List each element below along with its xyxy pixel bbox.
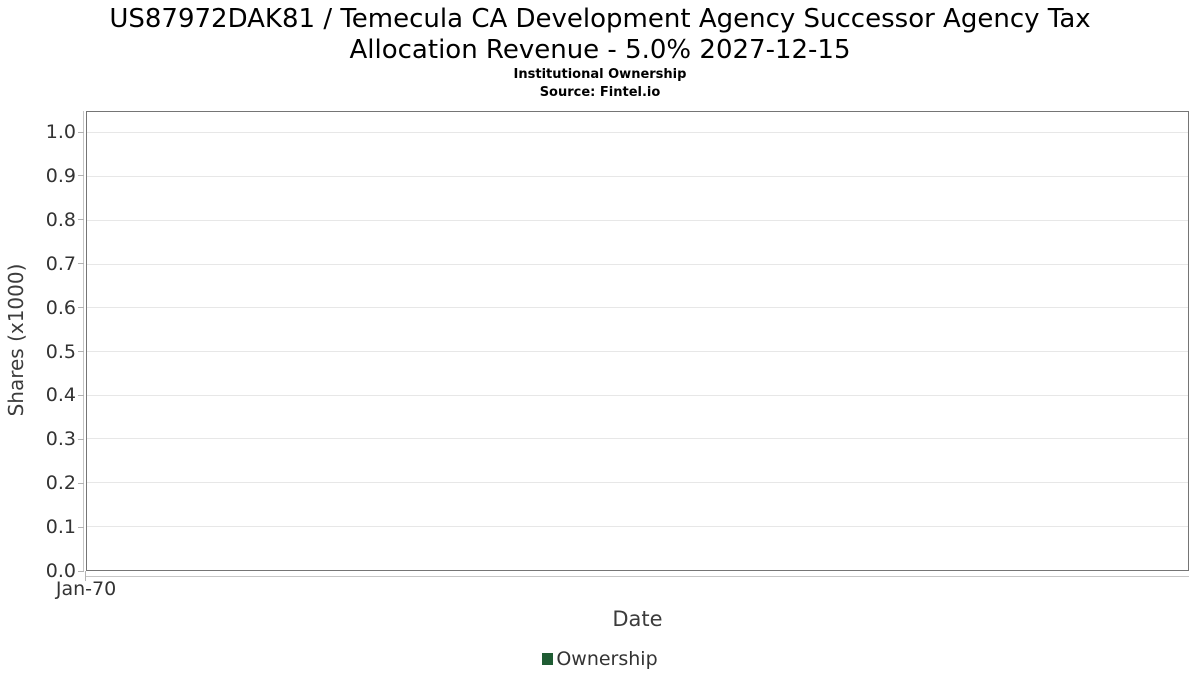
legend-item-ownership[interactable]: Ownership (542, 648, 658, 670)
y-gridline (87, 438, 1188, 440)
y-axis: 0.0 0.1 0.2 0.3 0.4 0.5 0.6 0.7 0.8 0.9 1.0 (0, 111, 86, 582)
y-tick-label: 0.1 (45, 516, 76, 539)
x-axis-line (86, 576, 1189, 577)
y-gridline (87, 482, 1188, 484)
y-gridline (87, 307, 1188, 309)
y-tick-mark (78, 263, 84, 265)
y-gridline (87, 263, 1188, 265)
y-gridline (87, 394, 1188, 396)
y-tick-label: 0.7 (45, 252, 76, 275)
y-axis-title: Shares (x1000) (4, 263, 28, 417)
y-tick-mark (78, 570, 84, 572)
y-gridline (87, 176, 1188, 178)
chart-subtitle: Institutional Ownership (513, 67, 687, 82)
y-tick-mark (78, 219, 84, 221)
legend: Ownership (0, 648, 1200, 670)
y-tick-label: 0.3 (45, 428, 76, 451)
y-gridline (87, 132, 1188, 134)
y-tick-label: 0.5 (45, 340, 76, 363)
y-tick-mark (78, 438, 84, 440)
y-tick-label: 0.0 (45, 560, 76, 582)
chart-title-line-1: US87972DAK81 / Temecula CA Development A… (109, 4, 1091, 34)
y-tick-label: 0.6 (45, 296, 76, 319)
y-axis-line (83, 111, 84, 571)
y-tick-mark (78, 175, 84, 177)
y-tick-mark (78, 307, 84, 309)
legend-label: Ownership (556, 648, 658, 670)
y-tick-mark (78, 131, 84, 133)
y-tick-mark (78, 526, 84, 528)
y-gridline (87, 219, 1188, 221)
y-tick-label: 0.2 (45, 472, 76, 495)
chart-title: US87972DAK81 / Temecula CA Development A… (0, 4, 1200, 66)
plot-area (86, 111, 1189, 571)
y-tick-label: 0.8 (45, 208, 76, 231)
y-tick-mark (78, 394, 84, 396)
legend-swatch-icon (542, 653, 554, 665)
x-tick-mark (85, 571, 86, 581)
x-tick-label: Jan-70 (55, 578, 117, 600)
y-tick-label: 1.0 (45, 121, 76, 144)
chart-title-line-2: Allocation Revenue - 5.0% 2027-12-15 (349, 35, 851, 65)
y-gridline (87, 525, 1188, 527)
chart-source: Source: Fintel.io (539, 85, 661, 100)
y-tick-mark (78, 351, 84, 353)
y-tick-mark (78, 482, 84, 484)
y-tick-label: 0.9 (45, 164, 76, 187)
y-gridline (87, 350, 1188, 352)
y-tick-label: 0.4 (45, 384, 76, 407)
x-axis-title: Date (612, 607, 663, 631)
